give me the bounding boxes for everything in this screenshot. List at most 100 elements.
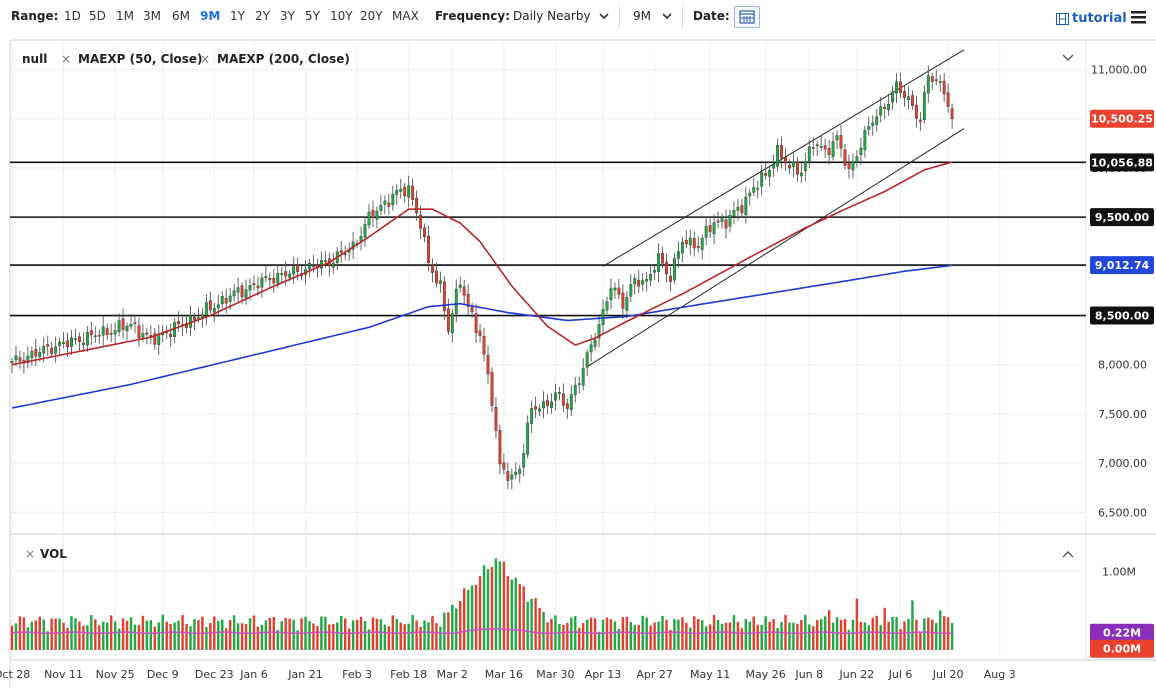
- candle-body: [264, 276, 268, 278]
- symbol-label: null: [22, 52, 47, 66]
- range-button-5y[interactable]: 5Y: [305, 9, 320, 23]
- hamburger-menu-icon[interactable]: [1131, 10, 1146, 24]
- range-button-2y[interactable]: 2Y: [255, 9, 270, 23]
- candle-body: [339, 250, 343, 253]
- volume-bar: [197, 620, 200, 650]
- range-button-10y[interactable]: 10Y: [330, 9, 353, 23]
- candle-body: [692, 238, 696, 249]
- volume-bar: [871, 617, 874, 650]
- candle-body: [78, 336, 81, 342]
- volume-bar: [427, 622, 430, 650]
- candle-body: [561, 393, 565, 406]
- candle-body: [506, 471, 510, 481]
- price-label-text: 0.22M: [1103, 627, 1141, 640]
- volume-bar: [470, 585, 474, 650]
- candle-body: [248, 285, 252, 291]
- volume-bar: [839, 619, 843, 650]
- volume-bar: [451, 604, 454, 650]
- candle-body: [768, 169, 772, 177]
- range-button-3y[interactable]: 3Y: [280, 9, 295, 23]
- volume-bar: [228, 620, 232, 650]
- chevron-down-icon[interactable]: [661, 10, 673, 22]
- candle-body: [466, 293, 470, 307]
- volume-bar: [879, 625, 882, 650]
- range-button-1m[interactable]: 1M: [116, 9, 134, 23]
- price-label-dark: 8,500.00: [1090, 306, 1154, 325]
- close-icon[interactable]: ×: [61, 52, 71, 66]
- candle-body: [922, 92, 926, 120]
- volume-bar: [597, 631, 601, 650]
- candle-body: [526, 422, 530, 455]
- candle-body: [605, 301, 609, 311]
- candle-body: [597, 324, 601, 339]
- volume-bar: [367, 629, 371, 650]
- volume-bar: [296, 630, 299, 650]
- volume-bar: [831, 622, 835, 650]
- volume-bar: [272, 617, 276, 650]
- volume-bar: [336, 622, 339, 650]
- candle-body: [490, 371, 494, 406]
- chevron-down-icon[interactable]: [598, 10, 610, 22]
- volume-bar: [474, 584, 478, 650]
- range-button-1y[interactable]: 1Y: [230, 9, 245, 23]
- tutorial-link[interactable]: tutorial: [1072, 11, 1127, 26]
- volume-bar: [466, 589, 470, 650]
- x-tick-label: Oct 28: [0, 668, 30, 681]
- volume-bar: [558, 624, 561, 650]
- price-labels: 10,500.25 10,056.88 9,500.00 9,012.74 8,500.…: [1090, 109, 1154, 658]
- x-tick-label: Apr 13: [585, 668, 622, 681]
- candle-body: [569, 394, 573, 411]
- film-icon[interactable]: [1056, 13, 1069, 25]
- calendar-button[interactable]: [734, 6, 760, 28]
- volume-bar: [153, 626, 157, 650]
- range-button-9m[interactable]: 9M: [200, 9, 221, 23]
- volume-bar: [407, 623, 410, 650]
- volume-bar: [145, 620, 149, 650]
- candle-body: [744, 196, 748, 216]
- volume-bar: [324, 616, 327, 650]
- range-button-5d[interactable]: 5D: [89, 9, 106, 23]
- candle-body: [680, 241, 684, 254]
- candle-body: [903, 91, 906, 99]
- volume-bar: [455, 608, 458, 650]
- candle-body: [550, 401, 553, 408]
- chevron-down-icon[interactable]: [1062, 54, 1074, 61]
- candle-body: [478, 330, 482, 336]
- frequency-select[interactable]: Daily Nearby: [513, 9, 591, 23]
- candle-body: [573, 384, 577, 396]
- close-icon[interactable]: ×: [25, 547, 35, 561]
- candle-body: [74, 338, 77, 340]
- horizontal-levels: [10, 161, 1086, 317]
- candle-body: [62, 341, 65, 345]
- range-button-20y[interactable]: 20Y: [360, 9, 383, 23]
- volume-bar: [133, 624, 137, 650]
- candle-body: [244, 289, 248, 299]
- chevron-up-icon[interactable]: [1062, 551, 1074, 558]
- close-icon[interactable]: ×: [200, 52, 210, 66]
- volume-bar: [50, 618, 53, 650]
- volume-tick-label: 1.00M: [1102, 565, 1136, 578]
- range-button-max[interactable]: MAX: [392, 9, 419, 23]
- volume-bar: [657, 621, 660, 650]
- volume-bar: [14, 623, 18, 650]
- candle-body: [133, 322, 137, 324]
- volume-bar: [221, 619, 224, 650]
- x-tick-label: Jun 22: [839, 668, 875, 681]
- period-select[interactable]: 9M: [633, 9, 651, 23]
- volume-bar: [526, 601, 529, 650]
- candle-body: [197, 317, 200, 320]
- candle-body: [323, 260, 327, 262]
- range-button-1d[interactable]: 1D: [64, 9, 81, 23]
- y-tick-label: 7,500.00: [1098, 408, 1147, 421]
- range-button-3m[interactable]: 3M: [143, 9, 161, 23]
- volume-bar: [808, 624, 811, 650]
- channel-line: [586, 128, 965, 368]
- range-button-6m[interactable]: 6M: [172, 9, 190, 23]
- volume-bar: [264, 620, 268, 650]
- volume-bar: [121, 618, 125, 650]
- candle-body: [70, 337, 73, 347]
- volume-bar: [637, 624, 640, 650]
- volume-bar: [581, 622, 585, 650]
- candle-body: [157, 333, 161, 345]
